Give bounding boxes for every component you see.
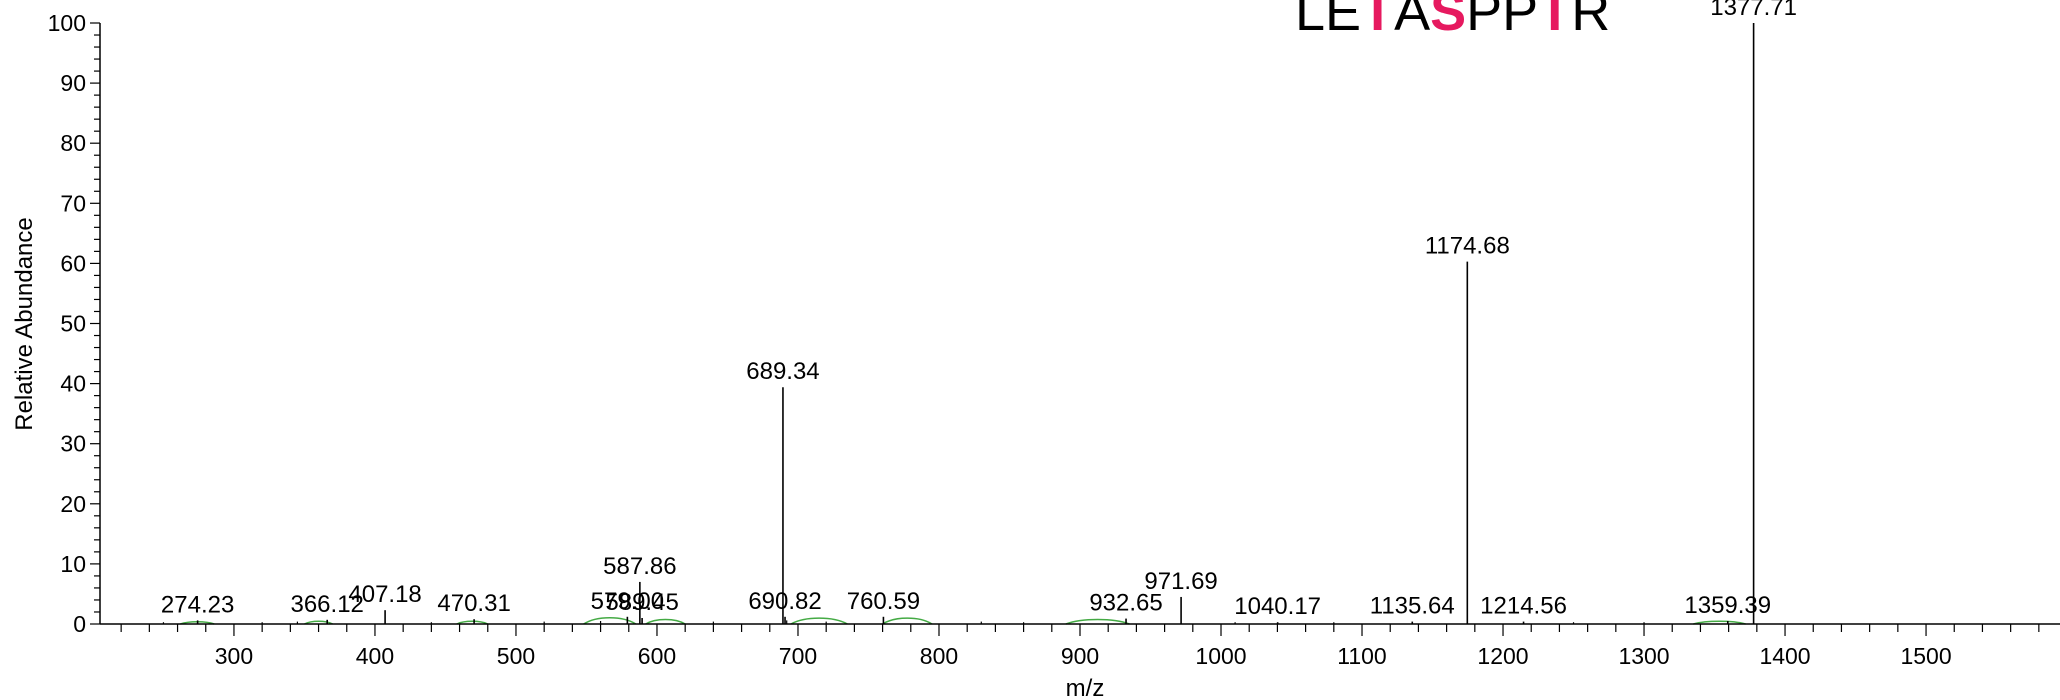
y-tick-label: 0 xyxy=(73,611,86,637)
x-tick-label: 900 xyxy=(1061,643,1099,669)
axes: 0 10 20 30 40 50 60 70 80 90 100 300 400 500 600 700 800… xyxy=(48,10,2060,669)
modified-residue: T xyxy=(1538,0,1571,42)
x-tick-label: 400 xyxy=(356,643,394,669)
isotope-envelope xyxy=(583,616,637,625)
x-tick-label: 1100 xyxy=(1337,643,1386,669)
x-axis-title: m/z xyxy=(1066,675,1105,700)
modified-residue: S xyxy=(1430,0,1466,42)
isotope-envelope xyxy=(882,617,933,625)
peak-label: 690.82 xyxy=(748,588,821,615)
peak-label: 589.45 xyxy=(605,589,678,616)
peak-label: 366.12 xyxy=(290,591,363,618)
residue: E xyxy=(1325,0,1361,42)
modified-residue: T xyxy=(1361,0,1394,42)
x-tick-label: 1300 xyxy=(1618,643,1669,669)
x-tick-label: 700 xyxy=(779,643,817,669)
residue: A xyxy=(1394,0,1430,42)
residue: L xyxy=(1295,0,1325,42)
peak-label: 407.18 xyxy=(348,581,421,608)
peak-label: 932.65 xyxy=(1089,590,1162,617)
y-tick-label: 10 xyxy=(60,551,86,577)
peak-label: 1174.68 xyxy=(1425,233,1510,260)
x-tick-label: 500 xyxy=(497,643,535,669)
peak-label: 1214.56 xyxy=(1480,593,1567,620)
x-tick-label: 1000 xyxy=(1195,643,1246,669)
y-tick-label: 100 xyxy=(48,10,86,36)
y-tick-label: 30 xyxy=(60,431,86,457)
peak-label: 470.31 xyxy=(437,590,510,617)
y-tick-label: 40 xyxy=(60,371,86,397)
residue: P xyxy=(1502,0,1538,42)
peptide-sequence: LETASPPTR xyxy=(1295,0,1610,42)
peak-label: 1359.39 xyxy=(1684,592,1771,619)
x-tick-label: 1400 xyxy=(1759,643,1810,669)
y-tick-label: 60 xyxy=(60,250,86,276)
isotope-envelope xyxy=(790,617,848,625)
y-tick-label: 70 xyxy=(60,190,86,216)
residue: P xyxy=(1466,0,1502,42)
isotope-envelope xyxy=(1693,620,1746,625)
peak-label: 274.23 xyxy=(161,591,234,618)
peak-label: 1040.17 xyxy=(1234,593,1321,620)
peak-label: 1377.71 xyxy=(1710,0,1797,21)
peak-label: 971.69 xyxy=(1144,568,1217,595)
isotope-envelope xyxy=(304,620,334,625)
peak-label: 689.34 xyxy=(746,358,819,385)
isotope-envelope xyxy=(645,618,686,625)
residue: R xyxy=(1571,0,1610,42)
peak-label: 579.00 xyxy=(591,588,664,615)
x-tick-label: 600 xyxy=(638,643,676,669)
y-tick-label: 20 xyxy=(60,491,86,517)
x-tick-label: 1200 xyxy=(1477,643,1528,669)
isotope-envelope xyxy=(456,620,489,625)
y-tick-label: 50 xyxy=(60,311,86,337)
y-tick-label: 80 xyxy=(60,130,86,156)
peak-label: 760.59 xyxy=(847,588,920,615)
isotope-envelopes xyxy=(180,616,1746,625)
y-axis-title: Relative Abundance xyxy=(11,217,38,431)
x-tick-label: 300 xyxy=(215,643,253,669)
x-tick-label: 800 xyxy=(920,643,958,669)
spectrum-peaks xyxy=(196,23,1755,624)
peak-label: 587.86 xyxy=(603,553,676,580)
x-tick-label: 1500 xyxy=(1900,643,1951,669)
peak-label: 1135.64 xyxy=(1370,593,1455,620)
y-tick-label: 90 xyxy=(60,70,86,96)
isotope-envelope xyxy=(1065,618,1130,625)
